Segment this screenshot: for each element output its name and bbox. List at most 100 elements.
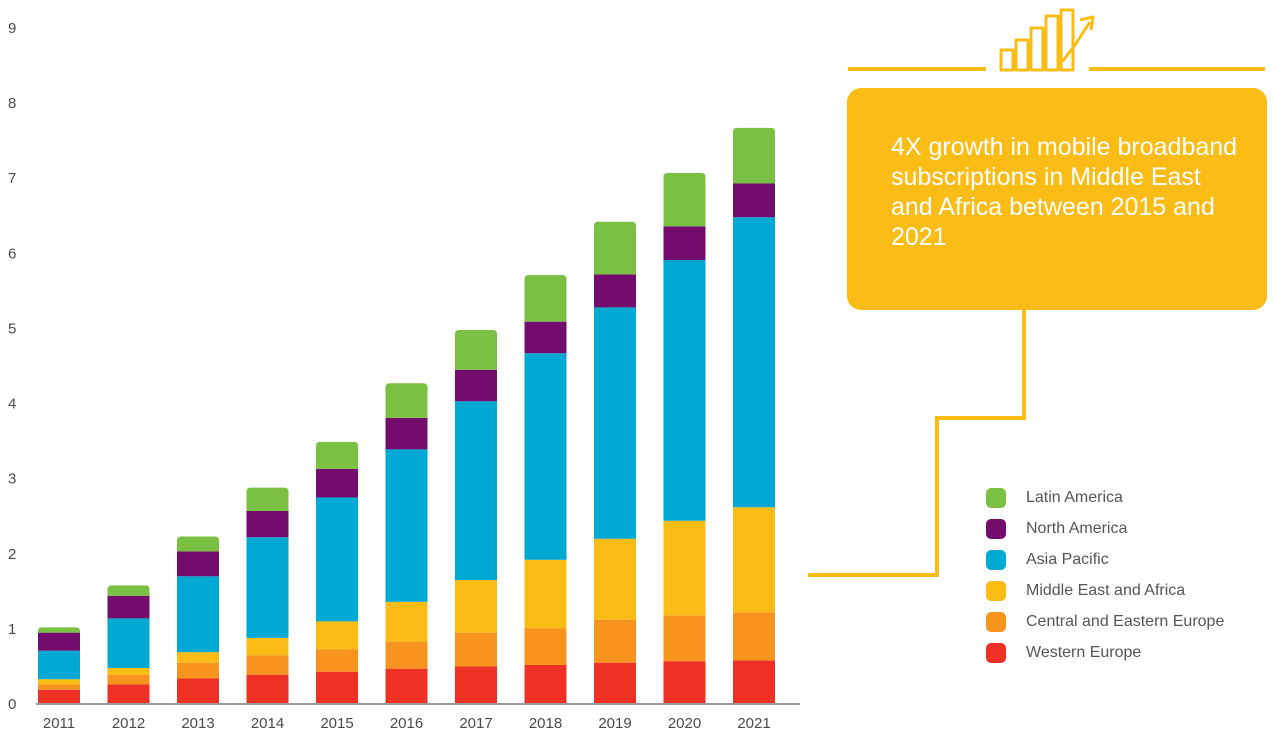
bar-segment <box>107 667 150 675</box>
x-axis: 2011 2012 2013 2014 2015 2016 2017 2018 2019 2020… <box>43 715 771 732</box>
legend-label: Middle East and Africa <box>1026 581 1186 599</box>
y-axis: 0 1 2 3 4 5 6 7 8 9 <box>8 20 16 713</box>
legend-label: Asia Pacific <box>1026 550 1109 568</box>
bar-segment <box>246 674 289 704</box>
bar-stack-2020 <box>663 172 706 704</box>
legend-item-central-eastern-europe: Central and Eastern Europe <box>986 606 1271 637</box>
bar-segment <box>663 172 706 227</box>
bar-segment <box>38 684 80 690</box>
bar-segment <box>524 321 567 354</box>
bar-segment <box>385 383 428 418</box>
callout-connector <box>808 310 1026 577</box>
x-tick-label: 2016 <box>390 715 423 732</box>
bar-segment <box>594 662 636 704</box>
legend-swatch <box>986 611 1006 632</box>
y-tick-label: 6 <box>8 245 16 262</box>
bar-segment <box>177 551 219 577</box>
bar-segment <box>316 441 358 469</box>
legend-swatch <box>986 549 1006 570</box>
bar-segment <box>733 183 775 218</box>
y-tick-label: 2 <box>8 546 16 563</box>
bar-segment <box>316 649 358 672</box>
bar-segment <box>385 668 428 704</box>
callout-box: 4X growth in mobile broadband subscripti… <box>847 88 1267 310</box>
bar-segment <box>455 632 497 667</box>
legend-swatch <box>986 642 1006 663</box>
x-tick-label: 2019 <box>598 715 631 732</box>
y-tick-label: 5 <box>8 320 16 337</box>
bar-segment <box>663 661 706 704</box>
x-tick-label: 2012 <box>112 715 145 732</box>
bar-segment <box>177 662 219 679</box>
bar-stack-2013 <box>177 536 219 704</box>
legend-swatch <box>986 487 1006 508</box>
bar-stack-2016 <box>385 383 428 704</box>
bar-segment <box>733 612 775 661</box>
y-tick-label: 9 <box>8 20 16 37</box>
bar-segment <box>524 353 567 560</box>
bar-segment <box>594 538 636 620</box>
bar-segment <box>524 664 567 704</box>
bar-segment <box>246 637 289 656</box>
bar-segment <box>524 628 567 665</box>
bar-segment <box>246 655 289 675</box>
y-tick-label: 0 <box>8 696 16 713</box>
bar-segment <box>663 226 706 261</box>
bar-segment <box>177 536 219 552</box>
bar-segment <box>385 449 428 602</box>
bar-segment <box>455 580 497 633</box>
bar-segment <box>594 274 636 308</box>
bar-segment <box>733 127 775 184</box>
bar-stack-2012 <box>107 585 150 704</box>
bar-stack-2021 <box>733 127 775 704</box>
legend: Latin America North America Asia Pacific… <box>986 482 1271 668</box>
bar-segment <box>455 401 497 581</box>
bar-segment <box>594 619 636 663</box>
bar-segment <box>38 689 80 704</box>
bar-segment <box>246 537 289 638</box>
bar-segment <box>246 487 289 511</box>
y-tick-label: 4 <box>8 396 16 413</box>
bar-segment <box>107 595 150 619</box>
bar-segment <box>177 576 219 653</box>
bar-segment <box>385 641 428 669</box>
legend-label: Western Europe <box>1026 643 1142 661</box>
bar-segment <box>385 601 428 642</box>
x-tick-label: 2020 <box>668 715 701 732</box>
bar-segment <box>177 652 219 663</box>
legend-item-asia-pacific: Asia Pacific <box>986 544 1271 575</box>
bar-segment <box>316 621 358 650</box>
legend-label: Latin America <box>1026 488 1123 506</box>
bar-segment <box>316 497 358 622</box>
bar-segment <box>38 632 80 651</box>
bar-segment <box>107 674 150 685</box>
x-tick-label: 2011 <box>43 715 75 732</box>
bar-segment <box>38 679 80 685</box>
legend-item-north-america: North America <box>986 513 1271 544</box>
bar-segment <box>385 417 428 450</box>
legend-label: Central and Eastern Europe <box>1026 612 1225 630</box>
bar-stack-2017 <box>455 329 497 704</box>
bar-segment <box>733 507 775 613</box>
bar-segment <box>107 585 150 596</box>
bar-segment <box>455 369 497 402</box>
y-tick-label: 7 <box>8 170 16 187</box>
bar-segment <box>524 275 567 322</box>
bar-segment <box>663 615 706 662</box>
bar-segment <box>663 260 706 521</box>
legend-item-middle-east-africa: Middle East and Africa <box>986 575 1271 606</box>
bar-segment <box>733 217 775 508</box>
bar-stack-2015 <box>316 441 358 704</box>
bar-stack-2019 <box>594 221 636 704</box>
bar-segment <box>455 329 497 370</box>
bar-segment <box>246 510 289 538</box>
legend-item-latin-america: Latin America <box>986 482 1271 513</box>
x-tick-label: 2015 <box>320 715 353 732</box>
bar-segment <box>177 678 219 704</box>
growth-chart-icon <box>999 8 1095 72</box>
bar-segment <box>594 221 636 275</box>
x-tick-label: 2014 <box>251 715 284 732</box>
x-tick-label: 2013 <box>181 715 214 732</box>
y-tick-label: 1 <box>8 621 16 638</box>
